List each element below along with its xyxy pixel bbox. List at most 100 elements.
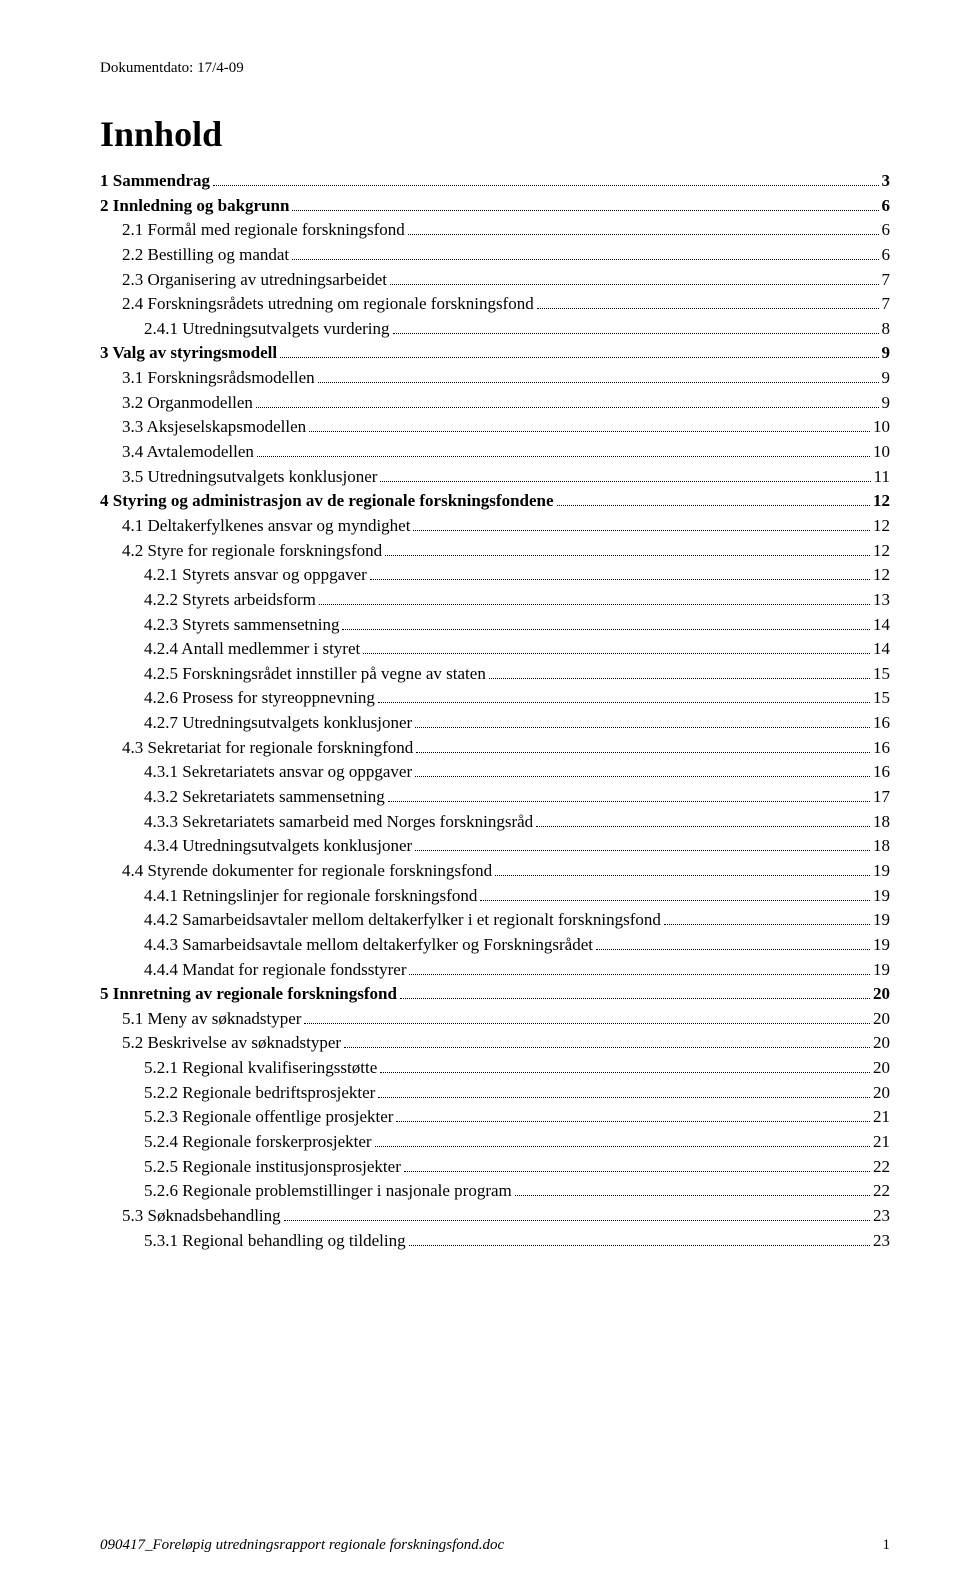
- toc-entry[interactable]: 4.4.1 Retningslinjer for regionale forsk…: [100, 884, 890, 909]
- toc-entry-text: 4.2 Styre for regionale forskningsfond: [122, 539, 382, 564]
- toc-entry-text: 5.3 Søknadsbehandling: [122, 1204, 281, 1229]
- toc-leader-dots: [292, 196, 878, 211]
- toc-leader-dots: [292, 245, 878, 260]
- toc-entry[interactable]: 3.4 Avtalemodellen10: [100, 440, 890, 465]
- toc-leader-dots: [393, 319, 879, 334]
- toc-entry[interactable]: 4.4.4 Mandat for regionale fondsstyrer19: [100, 958, 890, 983]
- toc-leader-dots: [495, 861, 870, 876]
- toc-entry[interactable]: 4.2.7 Utredningsutvalgets konklusjoner16: [100, 711, 890, 736]
- toc-entry[interactable]: 5.3 Søknadsbehandling 23: [100, 1204, 890, 1229]
- toc-entry-text: 5.2.1 Regional kvalifiseringsstøtte: [144, 1056, 377, 1081]
- toc-entry[interactable]: 2.1 Formål med regionale forskningsfond6: [100, 218, 890, 243]
- document-page: Dokumentdato: 17/4-09 Innhold 1 Sammendr…: [0, 0, 960, 1584]
- toc-entry-page: 19: [873, 933, 890, 958]
- toc-entry[interactable]: 2.2 Bestilling og mandat6: [100, 243, 890, 268]
- toc-entry-page: 6: [882, 218, 891, 243]
- toc-entry[interactable]: 1 Sammendrag3: [100, 169, 890, 194]
- toc-leader-dots: [378, 1083, 870, 1098]
- toc-entry-page: 23: [873, 1204, 890, 1229]
- toc-entry-page: 12: [873, 563, 890, 588]
- toc-entry-text: 4.3.4 Utredningsutvalgets konklusjoner: [144, 834, 412, 859]
- toc-entry[interactable]: 5.2.1 Regional kvalifiseringsstøtte20: [100, 1056, 890, 1081]
- toc-entry[interactable]: 5.2.4 Regionale forskerprosjekter21: [100, 1130, 890, 1155]
- toc-entry-text: 3.2 Organmodellen: [122, 391, 253, 416]
- toc-entry-page: 12: [873, 489, 890, 514]
- toc-leader-dots: [256, 393, 879, 408]
- toc-entry[interactable]: 5.2.6 Regionale problemstillinger i nasj…: [100, 1179, 890, 1204]
- toc-entry-page: 22: [873, 1155, 890, 1180]
- toc-entry-page: 18: [873, 810, 890, 835]
- toc-leader-dots: [416, 738, 870, 753]
- toc-leader-dots: [536, 812, 870, 827]
- toc-entry[interactable]: 4.2.3 Styrets sammensetning14: [100, 613, 890, 638]
- toc-entry[interactable]: 3 Valg av styringsmodell9: [100, 341, 890, 366]
- document-date: Dokumentdato: 17/4-09: [100, 60, 890, 77]
- toc-entry[interactable]: 4.2.5 Forskningsrådet innstiller på vegn…: [100, 662, 890, 687]
- toc-entry[interactable]: 5.2.3 Regionale offentlige prosjekter 21: [100, 1105, 890, 1130]
- toc-entry[interactable]: 4.2.6 Prosess for styreoppnevning15: [100, 686, 890, 711]
- toc-entry-text: 2.2 Bestilling og mandat: [122, 243, 289, 268]
- footer-page-number: 1: [883, 1537, 891, 1554]
- toc-entry-text: 5 Innretning av regionale forskningsfond: [100, 982, 397, 1007]
- toc-entry[interactable]: 3.3 Aksjeselskapsmodellen10: [100, 415, 890, 440]
- toc-entry[interactable]: 2.3 Organisering av utredningsarbeidet7: [100, 268, 890, 293]
- toc-entry-text: 4.2.7 Utredningsutvalgets konklusjoner: [144, 711, 412, 736]
- toc-entry-page: 9: [882, 391, 891, 416]
- toc-entry[interactable]: 5.1 Meny av søknadstyper20: [100, 1007, 890, 1032]
- toc-entry-text: 4.3 Sekretariat for regionale forskningf…: [122, 736, 413, 761]
- toc-entry-page: 8: [882, 317, 891, 342]
- toc-entry-text: 3.5 Utredningsutvalgets konklusjoner: [122, 465, 377, 490]
- toc-entry-page: 22: [873, 1179, 890, 1204]
- toc-leader-dots: [388, 787, 870, 802]
- toc-entry-page: 19: [873, 958, 890, 983]
- toc-entry-page: 17: [873, 785, 890, 810]
- toc-entry-page: 11: [874, 465, 890, 490]
- toc-entry-text: 5.2.5 Regionale institusjonsprosjekter: [144, 1155, 401, 1180]
- toc-entry[interactable]: 2.4.1 Utredningsutvalgets vurdering 8: [100, 317, 890, 342]
- toc-entry[interactable]: 4.3.2 Sekretariatets sammensetning17: [100, 785, 890, 810]
- toc-entry[interactable]: 5.2 Beskrivelse av søknadstyper20: [100, 1031, 890, 1056]
- footer-filename: 090417_Foreløpig utredningsrapport regio…: [100, 1537, 504, 1554]
- toc-entry-text: 2.4 Forskningsrådets utredning om region…: [122, 292, 534, 317]
- toc-entry[interactable]: 2.4 Forskningsrådets utredning om region…: [100, 292, 890, 317]
- toc-entry-page: 10: [873, 415, 890, 440]
- toc-entry[interactable]: 4 Styring og administrasjon av de region…: [100, 489, 890, 514]
- toc-entry-text: 5.3.1 Regional behandling og tildeling: [144, 1229, 406, 1254]
- toc-leader-dots: [363, 640, 870, 655]
- toc-entry[interactable]: 4.2 Styre for regionale forskningsfond12: [100, 539, 890, 564]
- toc-leader-dots: [378, 689, 870, 704]
- toc-entry[interactable]: 4.1 Deltakerfylkenes ansvar og myndighet…: [100, 514, 890, 539]
- toc-entry-text: 5.2.3 Regionale offentlige prosjekter: [144, 1105, 393, 1130]
- toc-entry-page: 9: [882, 341, 891, 366]
- toc-entry[interactable]: 4.3 Sekretariat for regionale forskningf…: [100, 736, 890, 761]
- toc-entry[interactable]: 3.2 Organmodellen 9: [100, 391, 890, 416]
- toc-leader-dots: [319, 590, 870, 605]
- toc-entry[interactable]: 5 Innretning av regionale forskningsfond…: [100, 982, 890, 1007]
- toc-entry-page: 21: [873, 1105, 890, 1130]
- toc-entry[interactable]: 5.3.1 Regional behandling og tildeling23: [100, 1229, 890, 1254]
- toc-leader-dots: [515, 1182, 870, 1197]
- toc-entry[interactable]: 3.5 Utredningsutvalgets konklusjoner 11: [100, 465, 890, 490]
- toc-entry-text: 2.4.1 Utredningsutvalgets vurdering: [144, 317, 390, 342]
- toc-entry[interactable]: 5.2.5 Regionale institusjonsprosjekter 22: [100, 1155, 890, 1180]
- toc-entry[interactable]: 4.2.4 Antall medlemmer i styret14: [100, 637, 890, 662]
- toc-entry[interactable]: 4.3.1 Sekretariatets ansvar og oppgaver1…: [100, 760, 890, 785]
- toc-entry[interactable]: 4.4 Styrende dokumenter for regionale fo…: [100, 859, 890, 884]
- toc-leader-dots: [385, 541, 870, 556]
- toc-entry-page: 20: [873, 1007, 890, 1032]
- toc-entry-text: 4 Styring og administrasjon av de region…: [100, 489, 554, 514]
- toc-entry-page: 16: [873, 736, 890, 761]
- toc-entry[interactable]: 4.4.3 Samarbeidsavtale mellom deltakerfy…: [100, 933, 890, 958]
- toc-entry-text: 2.3 Organisering av utredningsarbeidet: [122, 268, 387, 293]
- toc-entry[interactable]: 4.3.4 Utredningsutvalgets konklusjoner18: [100, 834, 890, 859]
- toc-entry[interactable]: 3.1 Forskningsrådsmodellen9: [100, 366, 890, 391]
- toc-entry[interactable]: 4.2.2 Styrets arbeidsform13: [100, 588, 890, 613]
- toc-entry[interactable]: 4.4.2 Samarbeidsavtaler mellom deltakerf…: [100, 908, 890, 933]
- toc-entry-text: 5.2.6 Regionale problemstillinger i nasj…: [144, 1179, 512, 1204]
- toc-entry[interactable]: 2 Innledning og bakgrunn6: [100, 194, 890, 219]
- toc-entry-text: 3.1 Forskningsrådsmodellen: [122, 366, 315, 391]
- toc-entry[interactable]: 5.2.2 Regionale bedriftsprosjekter20: [100, 1081, 890, 1106]
- toc-entry[interactable]: 4.2.1 Styrets ansvar og oppgaver12: [100, 563, 890, 588]
- toc-entry[interactable]: 4.3.3 Sekretariatets samarbeid med Norge…: [100, 810, 890, 835]
- page-footer: 090417_Foreløpig utredningsrapport regio…: [100, 1537, 890, 1554]
